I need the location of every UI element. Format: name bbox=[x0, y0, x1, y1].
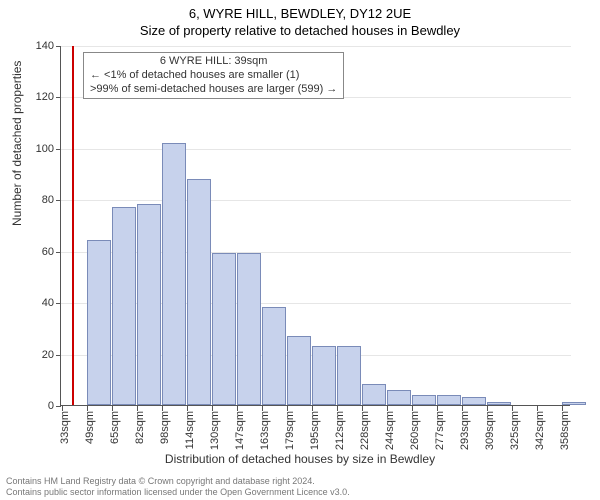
ytick-label: 100 bbox=[24, 143, 54, 155]
page-title-line2: Size of property relative to detached ho… bbox=[0, 21, 600, 38]
ytick-mark bbox=[56, 200, 61, 201]
gridline bbox=[61, 149, 571, 150]
histogram-bar bbox=[287, 336, 311, 405]
ytick-mark bbox=[56, 303, 61, 304]
xtick-label: 342sqm bbox=[534, 411, 546, 450]
xtick-label: 260sqm bbox=[409, 411, 421, 450]
xtick-label: 325sqm bbox=[509, 411, 521, 450]
histogram-bar bbox=[462, 397, 486, 405]
xtick-label: 65sqm bbox=[109, 411, 121, 444]
ytick-mark bbox=[56, 97, 61, 98]
ytick-label: 40 bbox=[24, 297, 54, 309]
x-axis-label: Distribution of detached houses by size … bbox=[0, 452, 600, 466]
histogram-bar bbox=[412, 395, 436, 405]
ytick-mark bbox=[56, 406, 61, 407]
xtick-label: 49sqm bbox=[84, 411, 96, 444]
xtick-label: 179sqm bbox=[284, 411, 296, 450]
ytick-mark bbox=[56, 149, 61, 150]
y-axis-label: Number of detached properties bbox=[10, 61, 24, 226]
ytick-mark bbox=[56, 252, 61, 253]
page-title-line1: 6, WYRE HILL, BEWDLEY, DY12 2UE bbox=[0, 0, 600, 21]
footer-line2: Contains public sector information licen… bbox=[6, 487, 350, 498]
histogram-bar bbox=[212, 253, 236, 405]
plot-region: 02040608010012014033sqm49sqm65sqm82sqm98… bbox=[60, 46, 570, 406]
ytick-mark bbox=[56, 46, 61, 47]
ytick-label: 140 bbox=[24, 40, 54, 52]
xtick-label: 212sqm bbox=[334, 411, 346, 450]
histogram-bar bbox=[162, 143, 186, 405]
xtick-label: 33sqm bbox=[59, 411, 71, 444]
histogram-bar bbox=[187, 179, 211, 405]
gridline bbox=[61, 46, 571, 47]
histogram-bar bbox=[437, 395, 461, 405]
xtick-label: 98sqm bbox=[159, 411, 171, 444]
chart-area: 02040608010012014033sqm49sqm65sqm82sqm98… bbox=[60, 46, 570, 406]
reference-line bbox=[72, 46, 74, 405]
histogram-bar bbox=[312, 346, 336, 405]
annotation-line: >99% of semi-detached houses are larger … bbox=[90, 83, 337, 97]
xtick-label: 130sqm bbox=[209, 411, 221, 450]
histogram-bar bbox=[337, 346, 361, 405]
gridline bbox=[61, 200, 571, 201]
histogram-bar bbox=[562, 402, 586, 405]
footer-attribution: Contains HM Land Registry data © Crown c… bbox=[6, 476, 350, 498]
ytick-mark bbox=[56, 355, 61, 356]
xtick-label: 114sqm bbox=[184, 411, 196, 449]
xtick-label: 293sqm bbox=[459, 411, 471, 450]
histogram-bar bbox=[237, 253, 261, 405]
xtick-label: 244sqm bbox=[384, 411, 396, 450]
ytick-label: 80 bbox=[24, 194, 54, 206]
xtick-label: 228sqm bbox=[359, 411, 371, 450]
histogram-bar bbox=[262, 307, 286, 405]
histogram-bar bbox=[112, 207, 136, 405]
xtick-label: 277sqm bbox=[434, 411, 446, 450]
ytick-label: 0 bbox=[24, 400, 54, 412]
annotation-box: 6 WYRE HILL: 39sqm← <1% of detached hous… bbox=[83, 52, 344, 99]
annotation-line: ← <1% of detached houses are smaller (1) bbox=[90, 69, 337, 83]
histogram-bar bbox=[137, 204, 161, 405]
histogram-bar bbox=[487, 402, 511, 405]
ytick-label: 60 bbox=[24, 246, 54, 258]
xtick-label: 195sqm bbox=[309, 411, 321, 450]
xtick-label: 309sqm bbox=[484, 411, 496, 450]
footer-line1: Contains HM Land Registry data © Crown c… bbox=[6, 476, 350, 487]
ytick-label: 20 bbox=[24, 349, 54, 361]
annotation-line: 6 WYRE HILL: 39sqm bbox=[90, 55, 337, 69]
xtick-label: 82sqm bbox=[134, 411, 146, 444]
histogram-bar bbox=[387, 390, 411, 405]
histogram-bar bbox=[87, 240, 111, 405]
histogram-bar bbox=[362, 384, 386, 405]
xtick-label: 163sqm bbox=[259, 411, 271, 450]
xtick-label: 147sqm bbox=[234, 411, 246, 450]
xtick-label: 358sqm bbox=[559, 411, 571, 450]
ytick-label: 120 bbox=[24, 91, 54, 103]
